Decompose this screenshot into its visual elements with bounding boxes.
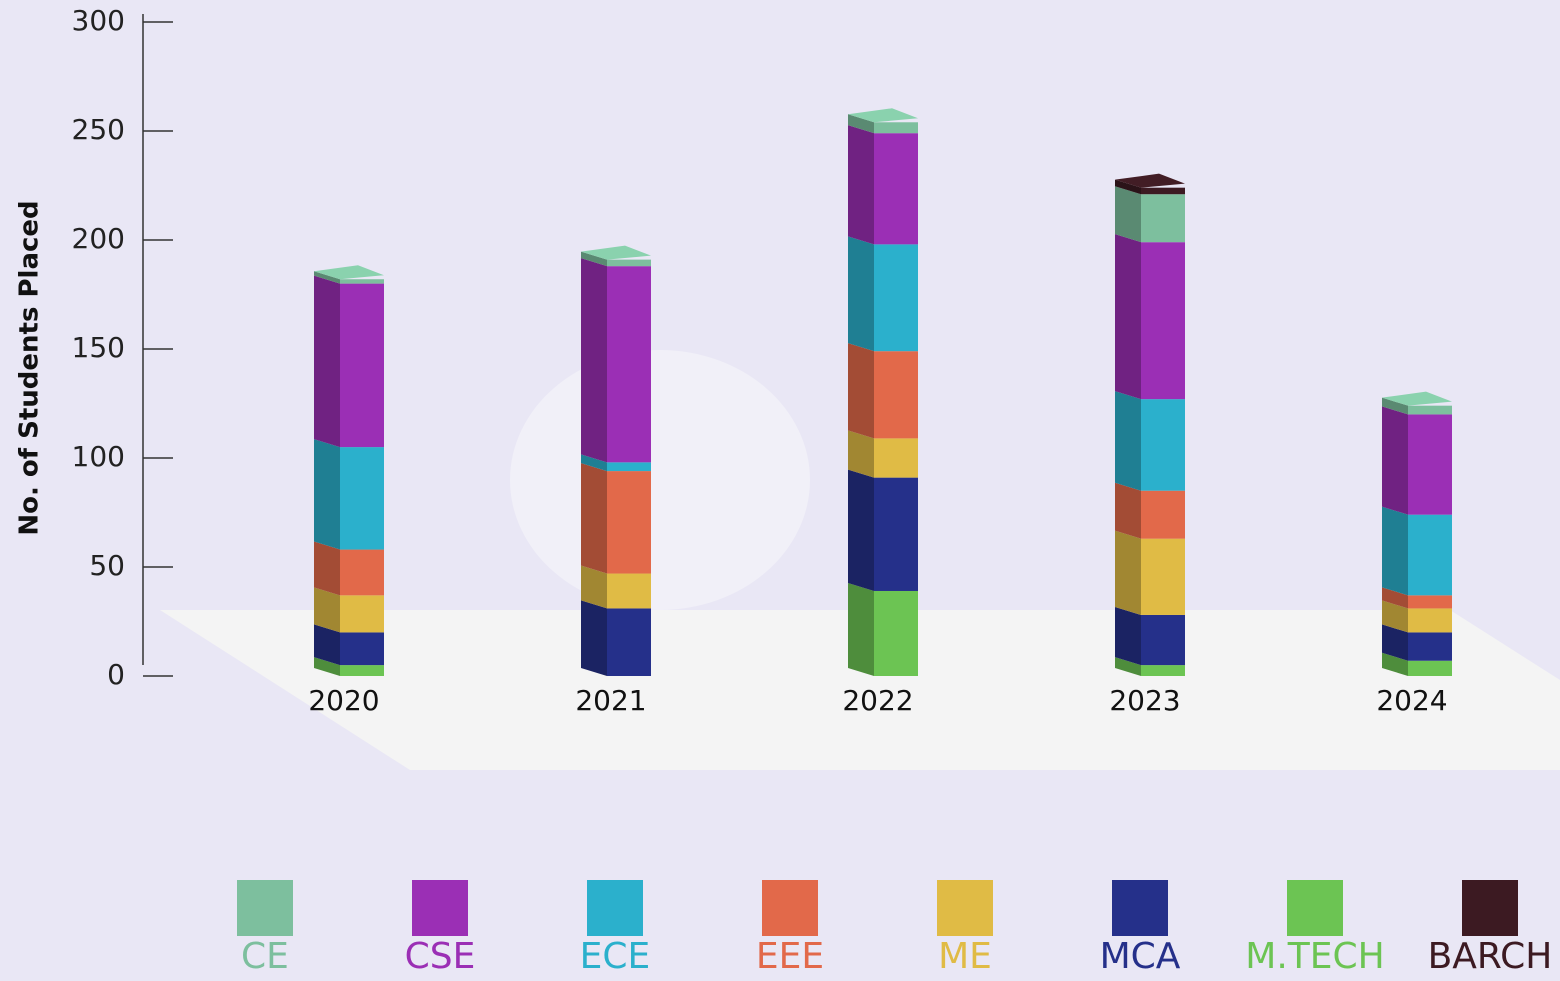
- bar-segment-side: [1115, 186, 1141, 242]
- bar-segment: [340, 595, 384, 632]
- bar-segment-side: [848, 430, 874, 477]
- bar-segment: [874, 133, 918, 244]
- bar-segment: [874, 591, 918, 676]
- y-tick-label: 50: [89, 549, 125, 582]
- y-tick-label: 200: [72, 222, 125, 255]
- bar-segment-side: [848, 125, 874, 244]
- bar-segment: [340, 665, 384, 676]
- bar-segment: [1141, 242, 1185, 399]
- legend-label: CSE: [405, 936, 476, 977]
- x-tick-label: 2022: [842, 684, 913, 717]
- bar-segment-side: [1382, 507, 1408, 596]
- bar-segment-side: [1115, 391, 1141, 491]
- bar-segment: [874, 351, 918, 438]
- bar-segment-side: [1115, 531, 1141, 615]
- bar-segment: [1408, 608, 1452, 632]
- bar-segment-side: [1115, 234, 1141, 399]
- bar-segment: [340, 632, 384, 665]
- legend-swatch: [1462, 880, 1518, 936]
- bar-segment: [1408, 632, 1452, 660]
- bar-segment: [1141, 399, 1185, 491]
- bar-segment-side: [314, 276, 340, 448]
- bar-segment: [874, 438, 918, 477]
- bar-segment: [1141, 188, 1185, 195]
- legend-label: EEE: [756, 936, 824, 977]
- bar-segment-side: [848, 343, 874, 438]
- bar-segment-side: [848, 236, 874, 351]
- bar-segment: [340, 279, 384, 283]
- bar-segment: [1408, 661, 1452, 676]
- bar-segment: [1141, 491, 1185, 539]
- chart: No. of Students Placed 0 50 100 150 200 250 30…: [0, 0, 1560, 981]
- bar-segment: [607, 471, 651, 573]
- page: No. of Students Placed 0 50 100 150 200 250 30…: [0, 0, 1560, 981]
- x-tick-label: 2023: [1109, 684, 1180, 717]
- legend-swatch: [587, 880, 643, 936]
- bar-segment: [607, 608, 651, 676]
- legend-swatch: [762, 880, 818, 936]
- y-axis-label: No. of Students Placed: [15, 200, 45, 535]
- legend-swatch: [1112, 880, 1168, 936]
- x-tick-label: 2024: [1376, 684, 1447, 717]
- y-tick-label: 0: [107, 658, 125, 691]
- bar-segment-side: [581, 463, 607, 573]
- y-tick-label: 150: [72, 331, 125, 364]
- legend-swatch: [237, 880, 293, 936]
- y-tick-label: 100: [72, 440, 125, 473]
- bar-segment-side: [314, 439, 340, 549]
- legend-label: M.TECH: [1245, 936, 1384, 977]
- bar-segment-side: [314, 542, 340, 596]
- bar-segment: [607, 574, 651, 609]
- legend-label: MCA: [1100, 936, 1181, 977]
- bar-segment-side: [1115, 483, 1141, 539]
- bar-segment: [1408, 515, 1452, 596]
- bar-segment-side: [581, 600, 607, 676]
- legend-swatch: [412, 880, 468, 936]
- bar-segment: [340, 447, 384, 549]
- x-tick-label: 2020: [308, 684, 379, 717]
- bar-segment-side: [1115, 607, 1141, 665]
- bar-segment: [1141, 665, 1185, 676]
- legend-swatch: [937, 880, 993, 936]
- background-shape: [510, 350, 810, 610]
- bar-segment: [1141, 615, 1185, 665]
- y-tick-label: 300: [72, 4, 125, 37]
- bar-segment: [340, 550, 384, 596]
- bar-segment-side: [1382, 406, 1408, 514]
- bar-segment: [1141, 194, 1185, 242]
- bar-segment-side: [848, 583, 874, 676]
- bar-segment: [607, 462, 651, 471]
- bar-segment: [1408, 414, 1452, 514]
- legend-label: ECE: [580, 936, 651, 977]
- legend-label: BARCH: [1428, 936, 1553, 977]
- y-tick-label: 250: [72, 113, 125, 146]
- legend-swatch: [1287, 880, 1343, 936]
- x-tick-label: 2021: [575, 684, 646, 717]
- bar-segment-side: [848, 470, 874, 591]
- legend-label: ME: [938, 936, 992, 977]
- bar-segment: [874, 244, 918, 351]
- bar-segment: [607, 260, 651, 267]
- bar-segment: [1408, 595, 1452, 608]
- bar-segment: [340, 284, 384, 448]
- bar-segment: [607, 266, 651, 462]
- bar-segment: [1408, 406, 1452, 415]
- legend-label: CE: [241, 936, 289, 977]
- bar-segment-side: [581, 258, 607, 462]
- bar-segment: [1141, 539, 1185, 615]
- bar-segment: [874, 478, 918, 591]
- bar-segment: [874, 122, 918, 133]
